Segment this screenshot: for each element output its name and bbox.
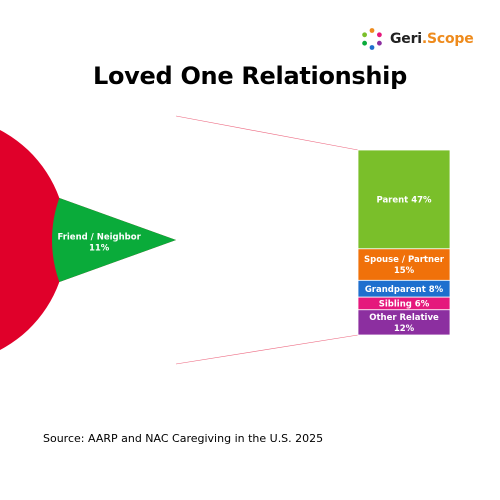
- bar-label-other-relative: Other Relative 12%: [369, 313, 439, 334]
- bar-label-grandparent: Grandparent 8%: [365, 285, 444, 295]
- pie-slice-friend-neighbor: [51, 197, 177, 283]
- bar-segment-parent: [357, 149, 451, 250]
- brand-name-main: Geri: [390, 31, 422, 47]
- bar-segment-other-relative: [357, 309, 451, 336]
- pie-label-relative: Relative 89%: [191, 237, 254, 247]
- pie-label-friend-neighbor: Friend / Neighbor 11%: [57, 233, 141, 254]
- brand-name-accent: .Scope: [421, 31, 474, 47]
- dot-ring-icon: [362, 28, 382, 50]
- bar-label-parent: Parent 47%: [376, 195, 432, 205]
- connector-line-bottom: [175, 334, 359, 365]
- bar-segment-spouse-partner: [357, 248, 451, 281]
- bar-label-sibling: Sibling 6%: [379, 299, 430, 309]
- brand-name: Geri.Scope: [390, 31, 474, 47]
- connector-line-top: [175, 115, 359, 151]
- chart-title: Loved One Relationship: [93, 62, 407, 90]
- bar-label-spouse-partner: Spouse / Partner 15%: [364, 255, 445, 276]
- source-note: Source: AARP and NAC Caregiving in the U…: [43, 432, 324, 445]
- brand-logo-group: Geri.Scope: [360, 24, 474, 54]
